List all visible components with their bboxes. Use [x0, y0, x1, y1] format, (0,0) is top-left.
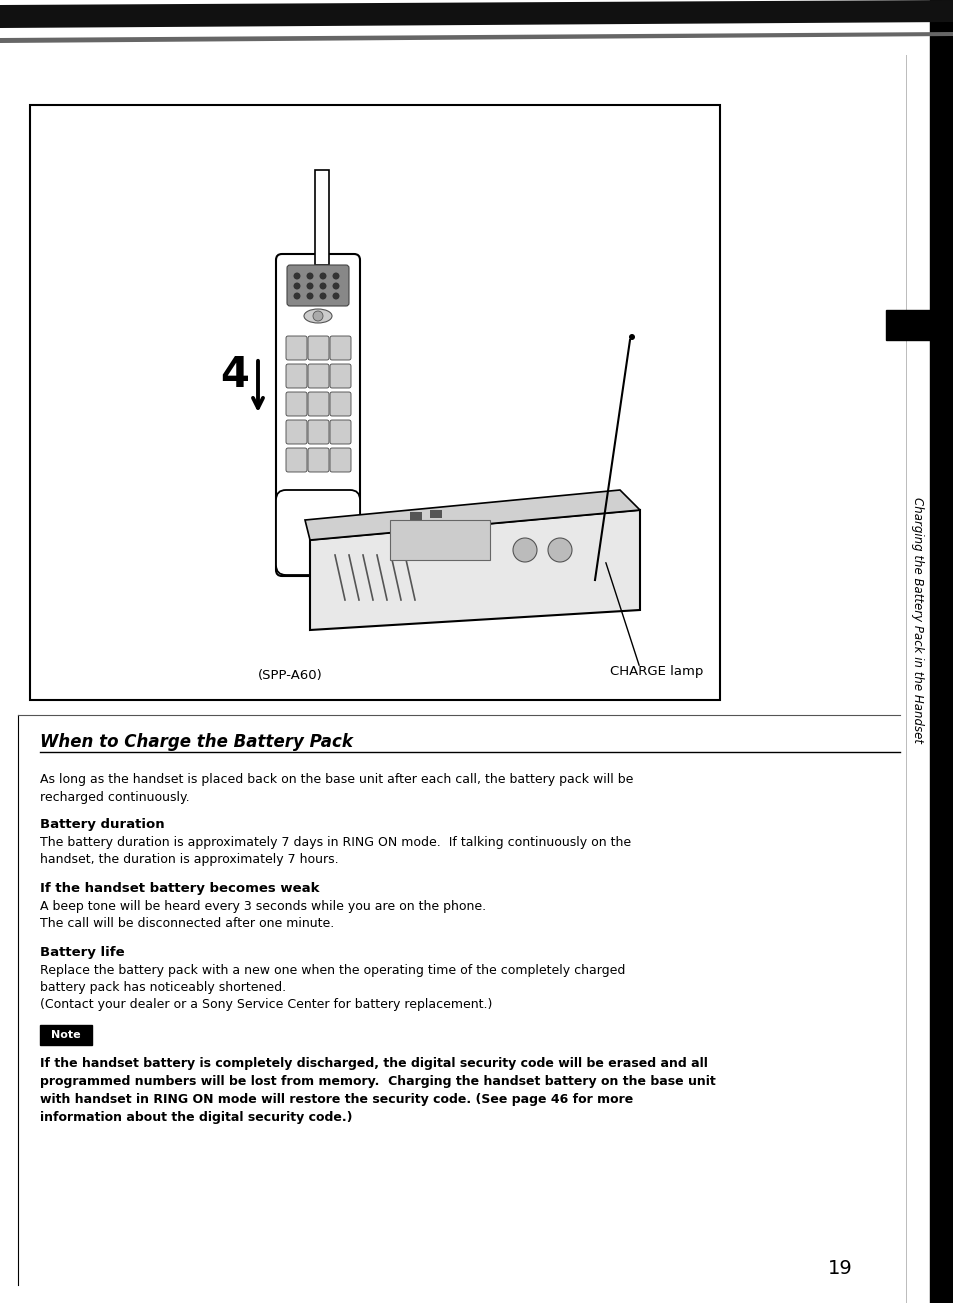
Text: When to Charge the Battery Pack: When to Charge the Battery Pack	[40, 734, 353, 751]
FancyBboxPatch shape	[286, 364, 307, 388]
Bar	[885, 310, 929, 340]
FancyBboxPatch shape	[286, 448, 307, 472]
FancyBboxPatch shape	[330, 392, 351, 416]
Bar	[30, 106, 720, 700]
Bar	[929, 0, 953, 1303]
Text: 4: 4	[220, 354, 249, 396]
FancyBboxPatch shape	[275, 490, 359, 575]
Circle shape	[306, 292, 314, 300]
Circle shape	[333, 272, 339, 280]
FancyBboxPatch shape	[330, 448, 351, 472]
Polygon shape	[310, 509, 639, 629]
FancyBboxPatch shape	[275, 254, 359, 576]
Text: Replace the battery pack with a new one when the operating time of the completel: Replace the battery pack with a new one …	[40, 964, 625, 977]
FancyBboxPatch shape	[330, 364, 351, 388]
Text: The battery duration is approximately 7 days in RING ON mode.  If talking contin: The battery duration is approximately 7 …	[40, 837, 631, 850]
FancyBboxPatch shape	[308, 448, 329, 472]
Bar	[390, 520, 490, 560]
FancyBboxPatch shape	[286, 392, 307, 416]
Circle shape	[333, 283, 339, 289]
Circle shape	[513, 538, 537, 562]
Circle shape	[319, 292, 326, 300]
Circle shape	[333, 292, 339, 300]
Text: (Contact your dealer or a Sony Service Center for battery replacement.): (Contact your dealer or a Sony Service C…	[40, 998, 492, 1011]
Circle shape	[547, 538, 572, 562]
Text: Battery duration: Battery duration	[40, 818, 165, 831]
Text: information about the digital security code.): information about the digital security c…	[40, 1111, 352, 1124]
Text: Note: Note	[51, 1029, 81, 1040]
Circle shape	[294, 272, 300, 280]
FancyBboxPatch shape	[286, 336, 307, 360]
Polygon shape	[0, 0, 953, 27]
Text: As long as the handset is placed back on the base unit after each call, the batt: As long as the handset is placed back on…	[40, 773, 633, 786]
Text: If the handset battery becomes weak: If the handset battery becomes weak	[40, 882, 319, 895]
Text: recharged continuously.: recharged continuously.	[40, 791, 190, 804]
Text: A beep tone will be heard every 3 seconds while you are on the phone.: A beep tone will be heard every 3 second…	[40, 900, 486, 913]
Bar	[410, 512, 421, 520]
FancyBboxPatch shape	[330, 420, 351, 444]
Ellipse shape	[313, 311, 323, 321]
Text: battery pack has noticeably shortened.: battery pack has noticeably shortened.	[40, 981, 286, 994]
FancyBboxPatch shape	[308, 392, 329, 416]
FancyBboxPatch shape	[308, 364, 329, 388]
Text: programmed numbers will be lost from memory.  Charging the handset battery on th: programmed numbers will be lost from mem…	[40, 1075, 715, 1088]
Circle shape	[319, 272, 326, 280]
Text: with handset in RING ON mode will restore the security code. (See page 46 for mo: with handset in RING ON mode will restor…	[40, 1093, 633, 1106]
Bar	[40, 1025, 91, 1045]
FancyBboxPatch shape	[308, 336, 329, 360]
Circle shape	[319, 283, 326, 289]
FancyBboxPatch shape	[308, 420, 329, 444]
Text: The call will be disconnected after one minute.: The call will be disconnected after one …	[40, 917, 334, 930]
Circle shape	[294, 292, 300, 300]
Text: 19: 19	[827, 1259, 851, 1277]
FancyBboxPatch shape	[330, 336, 351, 360]
Text: Battery life: Battery life	[40, 946, 125, 959]
Bar	[430, 509, 441, 519]
Circle shape	[628, 334, 635, 340]
Circle shape	[306, 272, 314, 280]
FancyBboxPatch shape	[286, 420, 307, 444]
Text: Charging the Battery Pack in the Handset: Charging the Battery Pack in the Handset	[910, 496, 923, 743]
Ellipse shape	[304, 309, 332, 323]
Text: If the handset battery is completely discharged, the digital security code will : If the handset battery is completely dis…	[40, 1057, 707, 1070]
Text: (SPP-A60): (SPP-A60)	[257, 668, 322, 681]
Circle shape	[294, 283, 300, 289]
Bar	[314, 169, 329, 265]
Text: CHARGE lamp: CHARGE lamp	[609, 666, 702, 679]
FancyBboxPatch shape	[287, 265, 349, 306]
Circle shape	[306, 283, 314, 289]
Polygon shape	[305, 490, 639, 539]
Polygon shape	[0, 33, 953, 43]
Text: handset, the duration is approximately 7 hours.: handset, the duration is approximately 7…	[40, 853, 338, 866]
